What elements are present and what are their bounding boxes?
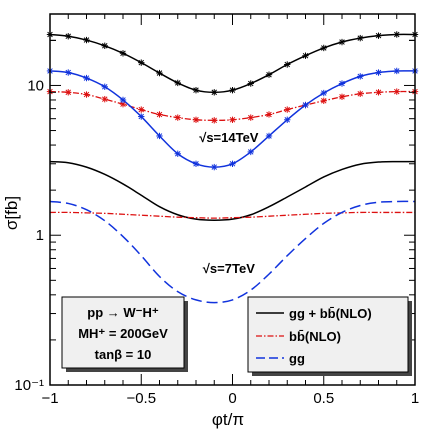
- axis-ticks: [49, 13, 416, 386]
- series-point-gg-bb-nlo-14tev: [393, 31, 400, 38]
- series-point-gg-bb-nlo-14tev: [101, 42, 108, 49]
- series-point-gg-14tev: [302, 101, 309, 109]
- series-line-gg-7tev: [49, 200, 416, 304]
- series-point-gg-14tev: [65, 69, 72, 76]
- x-tick-label: 1: [411, 390, 419, 407]
- series-point-gg-14tev: [138, 113, 145, 120]
- y-tick-label: 1: [36, 227, 44, 244]
- y-tick-label: 10⁻¹: [14, 377, 44, 394]
- series-point-gg-14tev: [229, 160, 236, 167]
- series-bb-nlo-7tev: [49, 211, 415, 219]
- series-point-bb-nlo-14tev: [211, 117, 218, 124]
- legend-label-bb: bb̄(NLO): [289, 329, 341, 344]
- y-tick-labels: 10⁻¹ 1 10: [14, 77, 44, 394]
- series-point-gg-bb-nlo-14tev: [174, 79, 181, 87]
- series-point-bb-nlo-14tev: [83, 91, 90, 98]
- series-point-bb-nlo-14tev: [393, 88, 400, 95]
- annotation-14tev: √s=14TeV: [199, 130, 259, 145]
- series-point-gg-bb-nlo-14tev: [338, 38, 346, 46]
- series-point-gg-bb-nlo-14tev: [320, 44, 327, 52]
- series-point-gg-bb-nlo-14tev: [375, 32, 382, 39]
- info-mass: MH⁺ = 200GeV: [78, 326, 168, 341]
- x-tick-label: −0.5: [126, 390, 156, 407]
- series-point-gg-14tev: [393, 67, 400, 75]
- series-point-gg-14tev: [156, 132, 163, 140]
- series-gg-bb-nlo-14tev: [46, 31, 419, 96]
- series-point-gg-bb-nlo-14tev: [138, 59, 145, 66]
- series-point-gg-14tev: [192, 160, 200, 167]
- series-line-gg-bb-nlo-7tev: [49, 160, 416, 221]
- info-box-panel: [61, 296, 185, 369]
- legend-label-gg: gg: [289, 351, 305, 366]
- series-point-bb-nlo-14tev: [357, 90, 364, 97]
- info-tanbeta: tanβ = 10: [95, 347, 152, 362]
- y-axis-label: σ[fb]: [2, 196, 21, 230]
- series-point-bb-nlo-14tev: [156, 111, 163, 118]
- series-point-gg-14tev: [211, 163, 218, 171]
- series-point-gg-bb-nlo-14tev: [65, 33, 72, 40]
- series-point-gg-bb-nlo-14tev: [211, 89, 218, 96]
- x-axis-label: φt/π: [212, 410, 244, 429]
- series-point-gg-bb-nlo-14tev: [192, 86, 200, 94]
- series-point-gg-14tev: [247, 148, 254, 156]
- series-point-gg-bb-nlo-14tev: [302, 52, 309, 59]
- series-point-gg-14tev: [357, 73, 364, 80]
- series-point-gg-14tev: [338, 80, 346, 87]
- series-point-gg-14tev: [174, 150, 181, 157]
- x-tick-label: 0: [228, 390, 236, 407]
- legend-label-total: gg + bb̄(NLO): [289, 306, 372, 321]
- series-point-bb-nlo-14tev: [65, 89, 72, 96]
- x-tick-labels: −1 −0.5 0 0.5 1: [41, 390, 419, 407]
- series-point-bb-nlo-14tev: [265, 111, 273, 118]
- series-point-bb-nlo-14tev: [229, 116, 236, 123]
- series-point-gg-14tev: [83, 74, 90, 82]
- info-process: pp → W⁻H⁺: [87, 305, 159, 320]
- x-tick-label: 0.5: [313, 390, 334, 407]
- series-point-gg-bb-nlo-14tev: [357, 34, 364, 42]
- series-point-gg-bb-nlo-14tev: [229, 86, 236, 94]
- series-point-gg-bb-nlo-14tev: [119, 50, 127, 57]
- series-point-gg-bb-nlo-14tev: [83, 36, 90, 44]
- series-point-gg-bb-nlo-14tev: [156, 69, 163, 77]
- series-point-gg-14tev: [375, 69, 382, 76]
- series-point-bb-nlo-14tev: [320, 97, 327, 104]
- series-point-gg-bb-nlo-14tev: [265, 71, 273, 78]
- series-point-gg-14tev: [265, 132, 273, 140]
- series-point-gg-bb-nlo-14tev: [284, 61, 291, 68]
- series-point-bb-nlo-14tev: [101, 95, 108, 103]
- legend-panel: [247, 296, 409, 373]
- series-point-bb-nlo-14tev: [284, 106, 291, 113]
- series-gg-bb-nlo-7tev: [49, 160, 416, 221]
- series-point-gg-14tev: [119, 96, 127, 104]
- series-gg-14tev: [46, 67, 419, 171]
- series-line-bb-nlo-7tev: [49, 211, 415, 219]
- series-point-bb-nlo-14tev: [247, 114, 254, 121]
- y-tick-label: 10: [27, 77, 44, 94]
- curves-layer: [46, 31, 419, 304]
- x-tick-label: −1: [41, 390, 58, 407]
- series-point-gg-14tev: [320, 89, 327, 97]
- series-point-gg-14tev: [101, 83, 108, 90]
- series-point-bb-nlo-14tev: [174, 114, 181, 121]
- series-point-bb-nlo-14tev: [138, 106, 145, 113]
- series-point-bb-nlo-14tev: [192, 116, 200, 123]
- series-point-bb-nlo-14tev: [338, 93, 346, 100]
- series-point-bb-nlo-14tev: [375, 89, 382, 96]
- series-point-gg-bb-nlo-14tev: [247, 80, 254, 87]
- plot-frame: [49, 13, 416, 386]
- legend: gg + bb̄(NLO) bb̄(NLO) gg: [247, 296, 412, 376]
- series-point-gg-14tev: [284, 116, 291, 123]
- annotation-7tev: √s=7TeV: [203, 261, 255, 276]
- series-gg-7tev: [49, 200, 416, 304]
- info-box: pp → W⁻H⁺ MH⁺ = 200GeV tanβ = 10: [61, 296, 188, 372]
